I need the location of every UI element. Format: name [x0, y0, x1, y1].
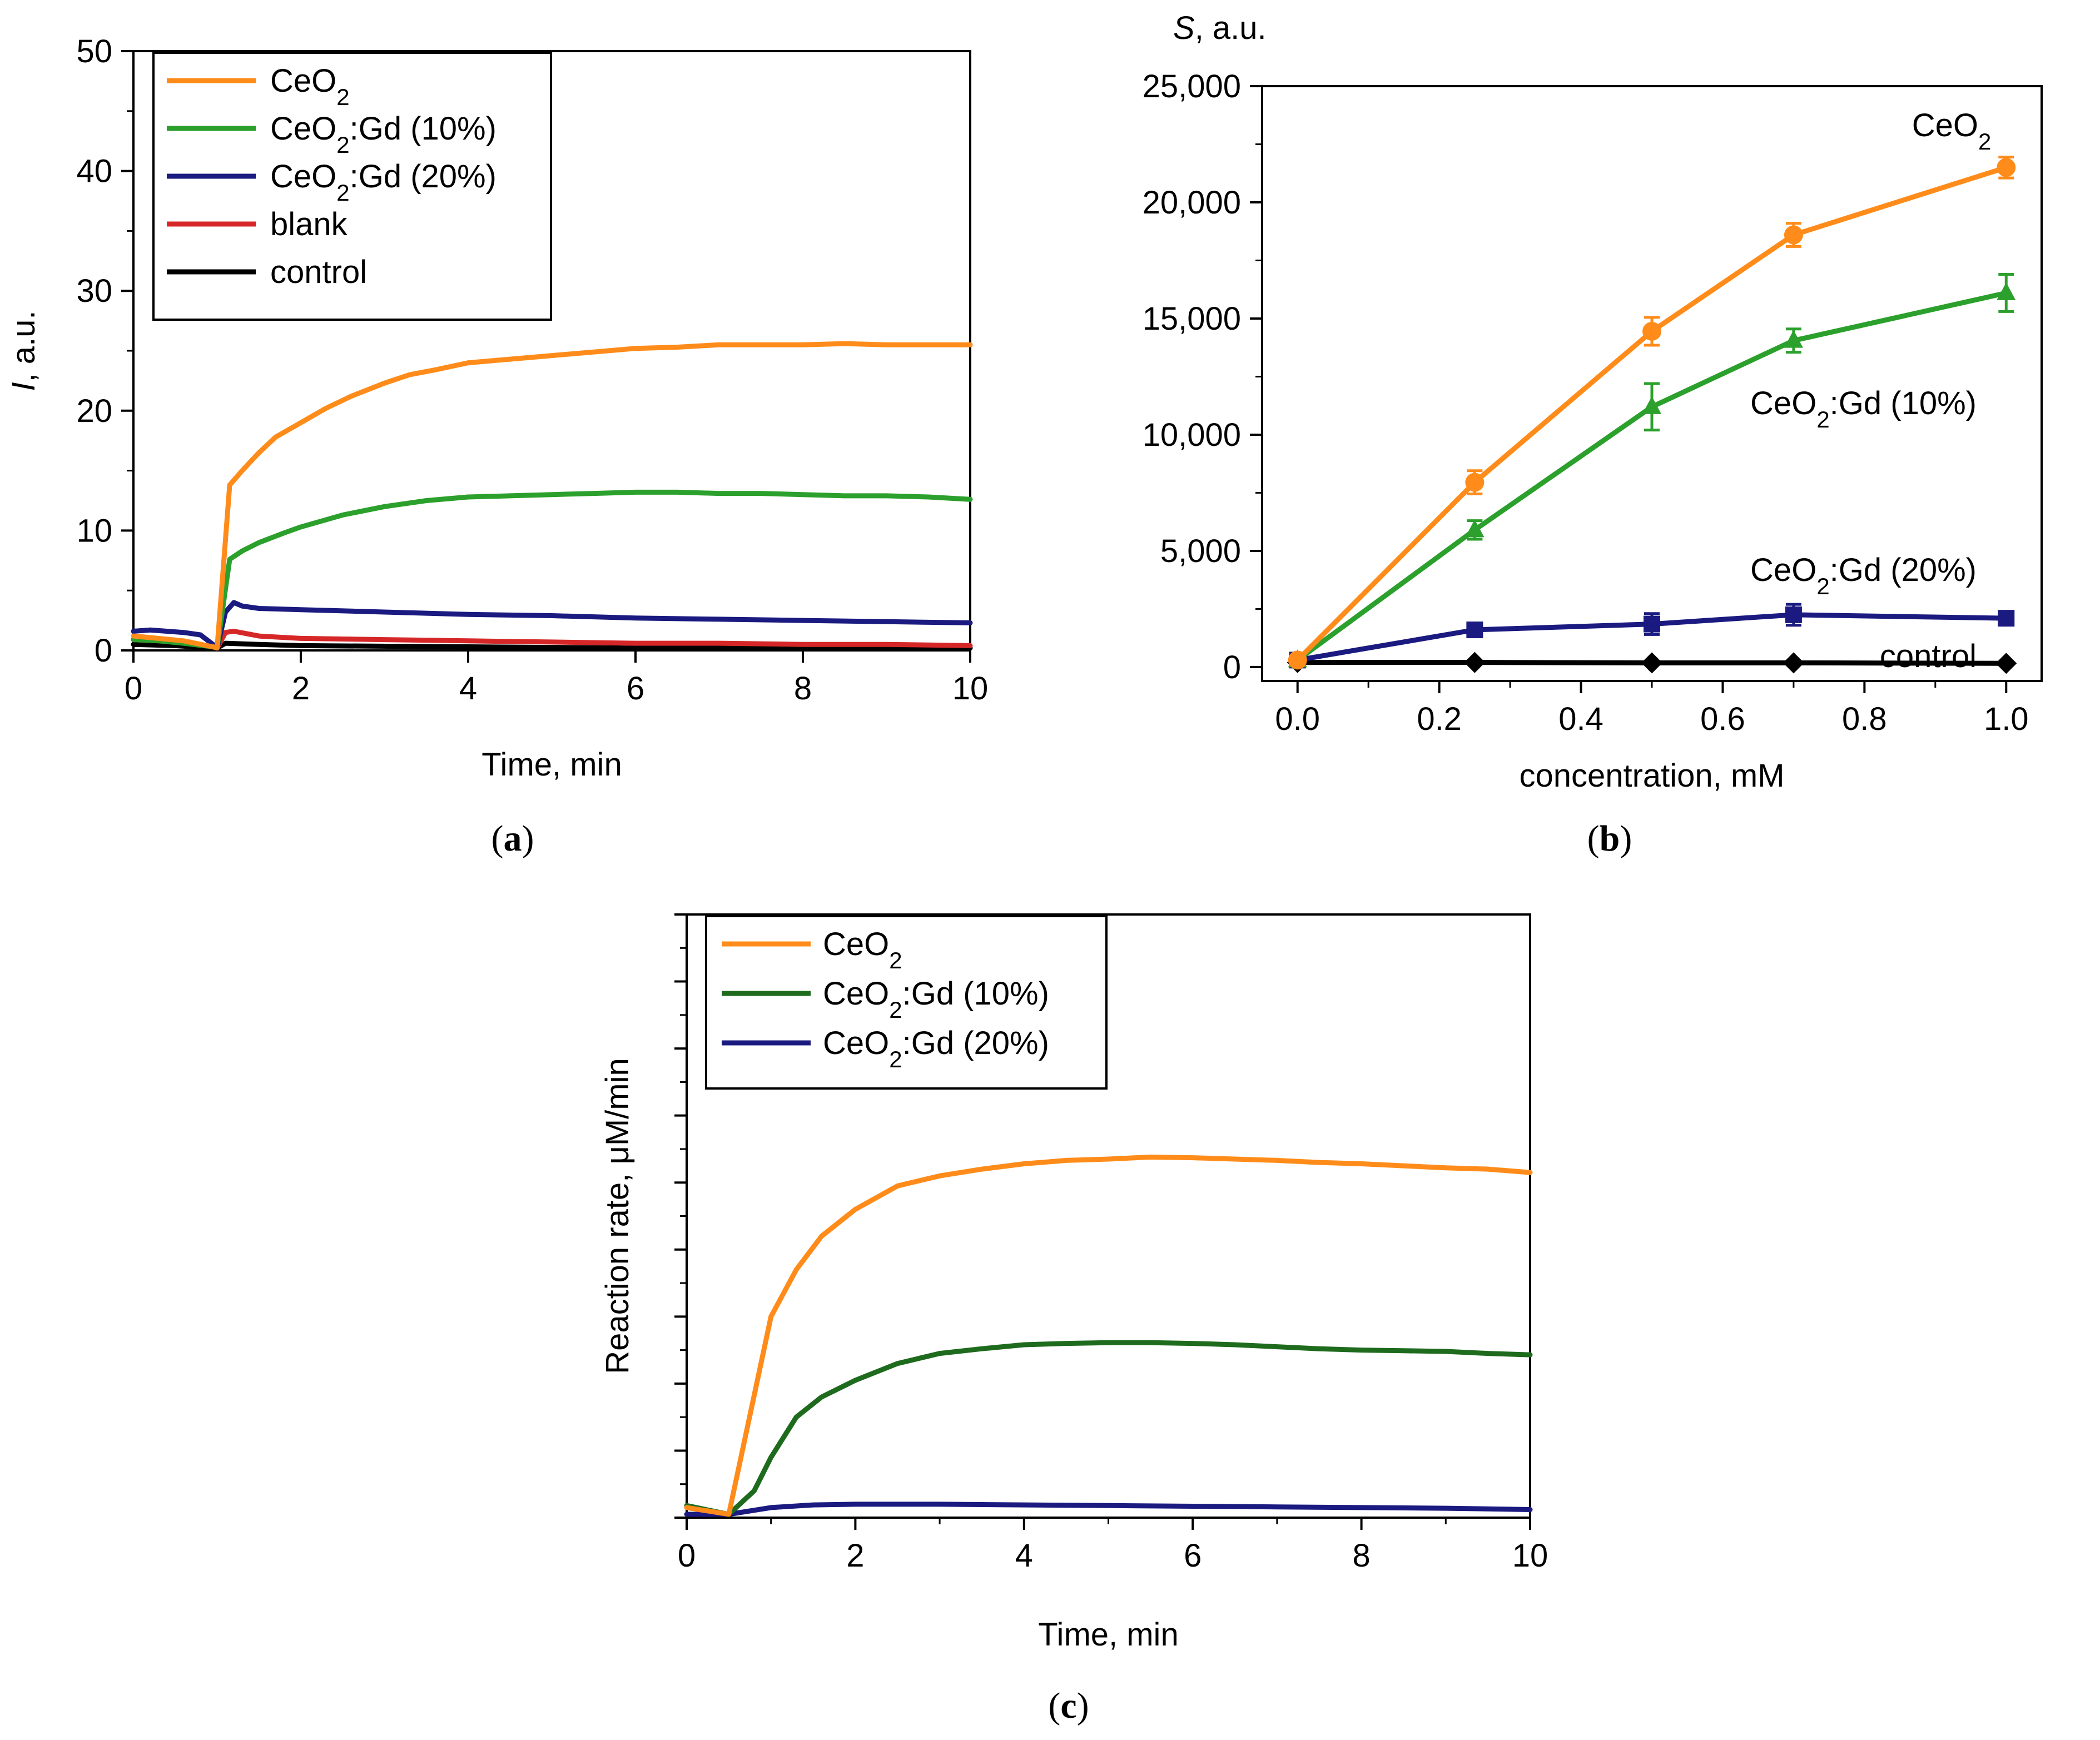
b-marker-0 — [1288, 650, 1307, 670]
b-marker-1 — [1997, 282, 2016, 300]
c-x-tick-label: 10 — [1512, 1538, 1548, 1574]
c-x-tick-label: 0 — [678, 1538, 696, 1574]
c-y-axis-title: Reaction rate, μM/min — [599, 1058, 636, 1374]
b-x-tick-label: 0.2 — [1417, 701, 1462, 737]
a-y-tick-label: 0 — [95, 633, 112, 669]
b-marker-2 — [1644, 615, 1660, 633]
b-marker-2 — [1785, 606, 1802, 623]
panel-c-chart: 0 2 4 6 8 10 Time, min Reaction rate, μM/min CeO… — [599, 913, 1548, 1653]
a-y-axis-title: I, a.u. — [6, 310, 42, 391]
a-y-tick-label: 20 — [76, 393, 112, 429]
a-y-tick-label: 10 — [76, 513, 112, 549]
b-x-tick-label: 0.4 — [1558, 701, 1603, 737]
b-marker-3 — [1464, 652, 1486, 673]
a-x-axis-title: Time, min — [481, 747, 622, 783]
b-y-tick-label: 10,000 — [1143, 417, 1241, 453]
b-y-tick-label: 25,000 — [1143, 68, 1241, 105]
a-series-line-0 — [131, 341, 973, 651]
a-y-tick-label: 30 — [76, 273, 112, 309]
b-x-tick-label: 0.0 — [1275, 701, 1320, 737]
b-series-label-2: CeO2:Gd (20%) — [1750, 552, 1977, 599]
b-marker-2 — [1466, 622, 1483, 639]
b-marker-1 — [1784, 330, 1803, 348]
c-x-tick-label: 8 — [1352, 1538, 1370, 1574]
c-series-line-1 — [684, 1340, 1533, 1517]
b-y-tick-label: 20,000 — [1143, 185, 1241, 221]
c-legend-label-0: CeO2 — [823, 926, 902, 973]
panel-b-chart: 0.0 0.2 0.4 0.6 0.8 1.0 0 5,000 10,000 15,000 20,0… — [1143, 10, 2043, 794]
b-marker-0 — [1465, 473, 1485, 492]
b-marker-3 — [1995, 653, 2017, 674]
b-marker-0 — [1642, 321, 1661, 341]
a-x-tick-label: 10 — [952, 670, 989, 707]
panel-a-caption: (a) — [492, 818, 534, 859]
panel-b-caption: (b) — [1587, 818, 1632, 859]
panel-c-caption: (c) — [1048, 1686, 1089, 1726]
a-series-line-2 — [131, 600, 973, 651]
b-series-line-1 — [1295, 290, 2009, 663]
c-legend-label-2: CeO2:Gd (20%) — [823, 1025, 1049, 1072]
b-series-label-3: control — [1880, 638, 1977, 674]
a-x-tick-label: 4 — [459, 670, 477, 707]
c-series-line-2 — [684, 1502, 1533, 1517]
b-y-axis-title: S, a.u. — [1173, 10, 1267, 46]
b-y-tick-label: 0 — [1223, 649, 1241, 685]
a-y-tick-label: 50 — [76, 33, 112, 69]
b-series-label-1: CeO2:Gd (10%) — [1750, 385, 1977, 432]
a-legend-label-0: CeO2 — [270, 63, 350, 110]
b-y-tick-label: 15,000 — [1143, 301, 1241, 337]
b-series-label-0: CeO2 — [1912, 107, 1992, 155]
b-marker-1 — [1642, 396, 1661, 414]
a-legend-label-3: blank — [270, 206, 348, 242]
a-y-tick-label: 40 — [76, 153, 112, 190]
b-x-tick-label: 0.8 — [1842, 701, 1887, 737]
a-legend-label-2: CeO2:Gd (20%) — [270, 158, 497, 206]
a-x-tick-label: 0 — [125, 670, 142, 707]
c-x-tick-label: 2 — [846, 1538, 864, 1574]
a-x-tick-label: 2 — [292, 670, 310, 707]
c-x-axis-title: Time, min — [1038, 1617, 1178, 1653]
c-series-line-0 — [684, 1154, 1533, 1517]
b-y-tick-label: 5,000 — [1160, 533, 1241, 569]
b-x-axis-title: concentration, mM — [1519, 758, 1784, 794]
a-x-tick-label: 8 — [794, 670, 812, 707]
a-series-line-1 — [131, 489, 973, 651]
b-marker-3 — [1641, 652, 1662, 674]
c-legend-label-1: CeO2:Gd (10%) — [823, 976, 1049, 1023]
b-marker-3 — [1783, 652, 1804, 674]
a-x-tick-label: 6 — [627, 670, 644, 707]
a-legend-box — [152, 52, 552, 321]
c-x-tick-label: 4 — [1015, 1538, 1033, 1574]
b-marker-1 — [1465, 519, 1485, 538]
a-legend-label-4: control — [270, 254, 367, 290]
b-x-tick-label: 1.0 — [1984, 701, 2029, 737]
b-marker-2 — [1998, 610, 2015, 627]
b-marker-0 — [1784, 225, 1803, 245]
c-x-tick-label: 6 — [1184, 1538, 1202, 1574]
b-marker-0 — [1997, 158, 2016, 177]
a-legend-label-1: CeO2:Gd (10%) — [270, 111, 497, 158]
b-x-tick-label: 0.6 — [1700, 701, 1745, 737]
